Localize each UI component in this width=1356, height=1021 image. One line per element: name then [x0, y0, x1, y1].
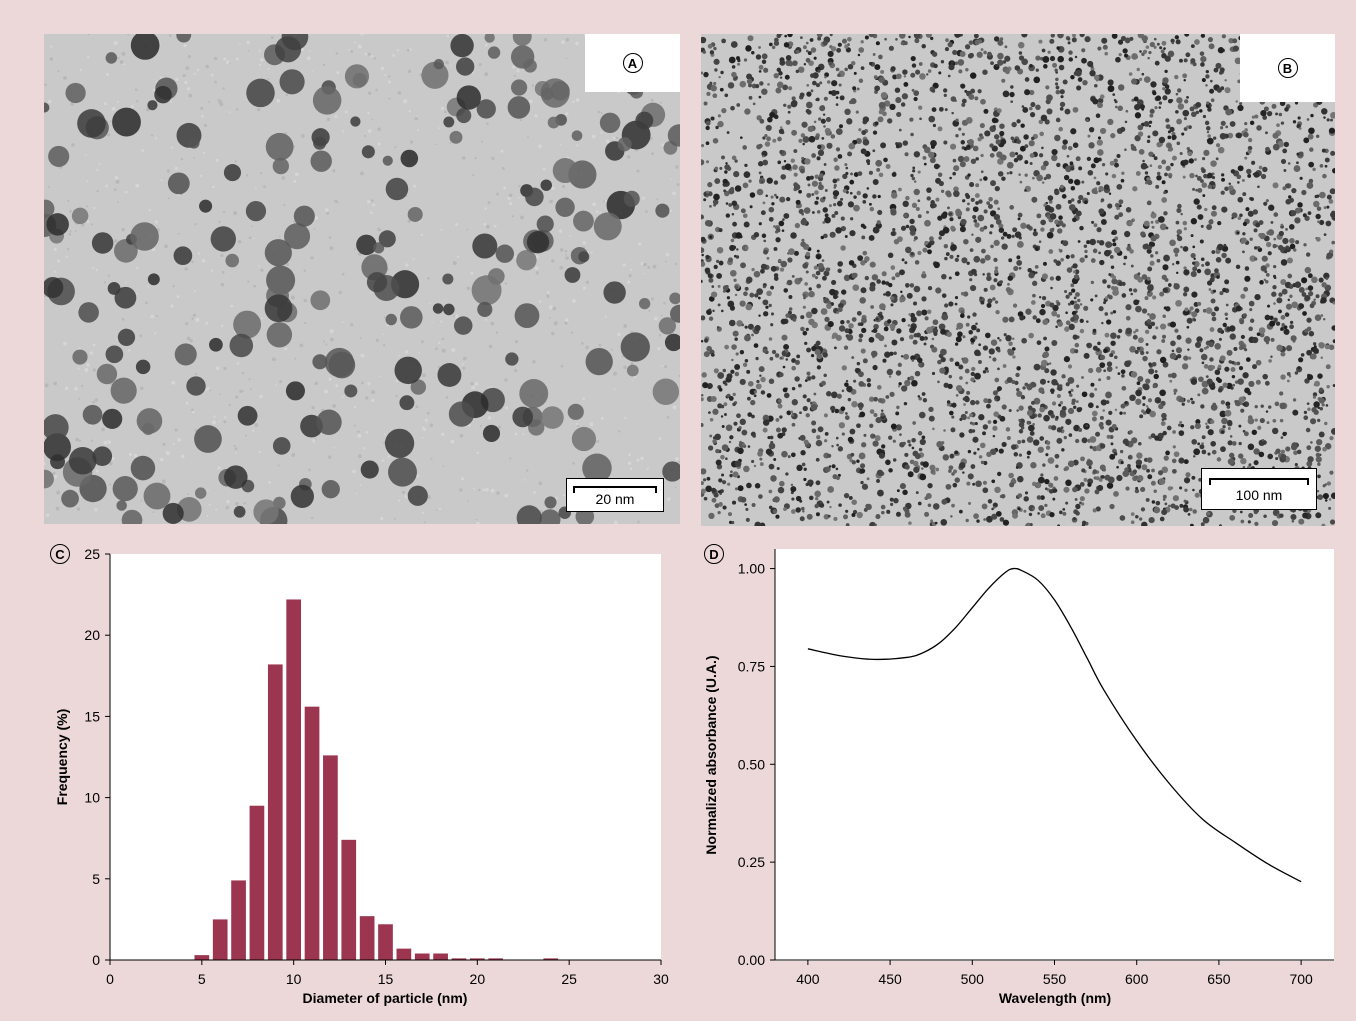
histogram-bar [249, 805, 265, 960]
histogram-y-axis-label: Frequency (%) [54, 709, 70, 805]
histogram-bar [359, 916, 375, 960]
histogram-y-tick-label: 25 [84, 546, 100, 562]
panel-label-a-box: A [585, 34, 680, 92]
tem-image-b: B 100 nm [701, 34, 1335, 526]
histogram-bar [323, 755, 338, 960]
absorbance-plot-area [775, 549, 1334, 961]
histogram-bar [378, 924, 393, 960]
absorbance-series-line [807, 567, 1302, 883]
histogram-y-tick-label: 10 [84, 790, 100, 806]
panel-label-c: C [50, 544, 70, 564]
histogram-y-tick-label: 20 [84, 627, 100, 643]
tem-particles-b [701, 34, 1335, 526]
histogram-x-tick-label: 25 [561, 971, 577, 987]
histogram-bar [231, 880, 246, 960]
absorbance-y-tick-label: 0.25 [738, 854, 765, 870]
panel-label-d: D [704, 544, 724, 564]
histogram-bar [304, 706, 320, 960]
scale-bar-b: 100 nm [1201, 468, 1317, 510]
histogram-bar [488, 958, 504, 960]
histogram-plot-area [110, 554, 661, 960]
histogram-x-tick-label: 0 [106, 971, 114, 987]
absorbance-x-tick-label: 450 [878, 971, 902, 987]
histogram-y-tick-label: 15 [84, 708, 100, 724]
histogram-x-axis-label: Diameter of particle (nm) [303, 990, 468, 1006]
absorbance-x-tick-label: 600 [1125, 971, 1149, 987]
histogram-bar [433, 953, 448, 960]
scale-label-b: 100 nm [1235, 487, 1283, 503]
histogram-bar [543, 958, 559, 960]
panel-label-b: B [1277, 58, 1298, 78]
absorbance-y-axis-label: Normalized absorbance (U.A.) [703, 655, 719, 854]
histogram-x-tick-label: 15 [378, 971, 394, 987]
absorbance-x-tick-label: 550 [1043, 971, 1067, 987]
absorbance-y-tick-label: 1.00 [738, 561, 765, 577]
absorbance-x-tick-label: 700 [1289, 971, 1313, 987]
histogram-bar [267, 664, 283, 960]
histogram-bar [212, 919, 228, 960]
histogram-y-tick-label: 5 [92, 871, 100, 887]
absorbance-y-tick-label: 0.75 [738, 658, 765, 674]
histogram-bar [414, 953, 430, 960]
absorbance-y-tick-label: 0.00 [738, 952, 765, 968]
histogram-x-tick-label: 20 [470, 971, 486, 987]
tem-image-a: A 20 nm [44, 34, 680, 524]
histogram-x-tick-label: 10 [286, 971, 302, 987]
histogram-bar [396, 948, 412, 960]
absorbance-x-tick-label: 650 [1207, 971, 1231, 987]
histogram-bar [341, 839, 357, 960]
absorbance-x-axis-label: Wavelength (nm) [999, 990, 1111, 1006]
histogram-bar [451, 958, 467, 960]
histogram-x-tick-label: 5 [198, 971, 206, 987]
panel-label-b-box: B [1240, 34, 1335, 102]
scale-bar-a: 20 nm [566, 478, 664, 512]
histogram-x-tick-label: 30 [653, 971, 669, 987]
histogram-bar [469, 958, 485, 960]
tem-particles-a [44, 34, 680, 524]
absorbance-x-tick-label: 500 [961, 971, 985, 987]
histogram-y-tick-label: 0 [92, 952, 100, 968]
scale-label-a: 20 nm [595, 491, 635, 507]
histogram-bar [194, 955, 210, 960]
histogram-bar [286, 599, 302, 960]
absorbance-x-tick-label: 400 [796, 971, 820, 987]
panel-label-a: A [622, 53, 643, 73]
absorbance-y-tick-label: 0.50 [738, 756, 765, 772]
